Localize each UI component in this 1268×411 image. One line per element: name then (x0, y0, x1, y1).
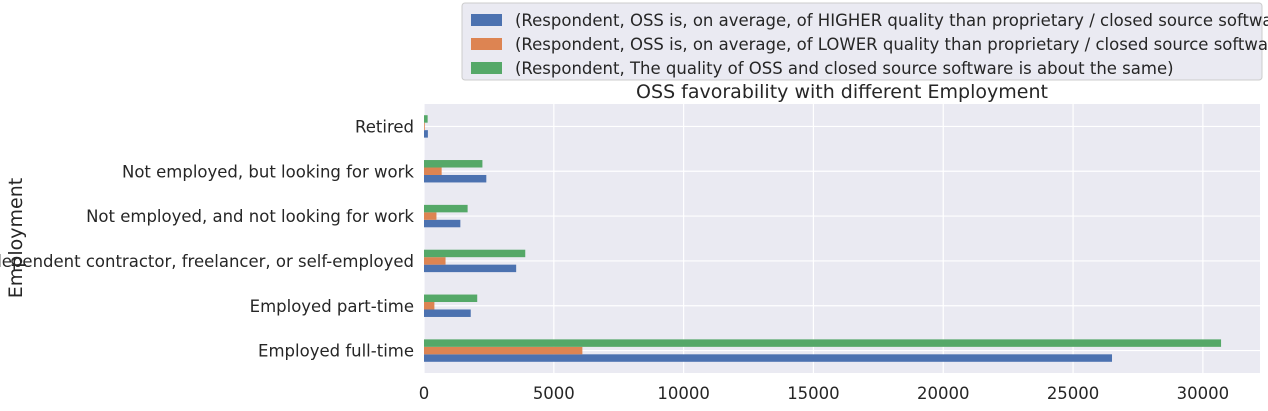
bar (424, 167, 442, 175)
bar (424, 160, 483, 168)
x-tick-label: 5000 (533, 384, 575, 403)
bar (424, 219, 461, 228)
bar (424, 264, 517, 273)
bar (424, 354, 1113, 362)
legend-label: (Respondent, The quality of OSS and clos… (515, 59, 1174, 78)
bar (424, 212, 437, 220)
plot-background (424, 104, 1260, 373)
bar (424, 257, 446, 265)
bar (424, 309, 471, 317)
bar (424, 204, 468, 213)
y-tick-label: Employed part-time (250, 297, 414, 316)
y-tick-labels: Employed full-time Employed part-time Inde… (0, 117, 414, 360)
legend-swatch (471, 14, 502, 26)
y-tick-label: Not employed, and not looking for work (86, 207, 414, 226)
gridlines (423, 104, 1260, 373)
bar (424, 339, 1222, 347)
bar (424, 346, 583, 355)
y-tick-label: Independent contractor, freelancer, or s… (0, 252, 414, 271)
legend-label: (Respondent, OSS is, on average, of HIGH… (515, 11, 1268, 30)
x-tick-label: 15000 (787, 384, 840, 403)
x-tick-labels: 0 5000 10000 15000 20000 25000 30000 (419, 384, 1229, 403)
y-tick-label: Employed full-time (258, 342, 414, 361)
x-tick-label: 20000 (917, 384, 970, 403)
legend-swatch (471, 38, 502, 50)
x-tick-label: 25000 (1047, 384, 1100, 403)
x-tick-label: 10000 (657, 384, 710, 403)
y-tick-label: Not employed, but looking for work (122, 162, 414, 181)
legend-box (461, 2, 1263, 81)
bar (424, 130, 428, 138)
bar (424, 249, 526, 258)
bar (424, 294, 478, 303)
bar (424, 302, 435, 310)
x-tick-label: 0 (419, 384, 430, 403)
y-axis-label: Employment (5, 178, 27, 298)
bar (424, 122, 425, 131)
bar (424, 115, 428, 123)
y-tick-label: Retired (355, 117, 414, 136)
legend-swatch (471, 62, 502, 74)
chart-title: OSS favorability with different Employme… (636, 81, 1048, 103)
legend-label: (Respondent, OSS is, on average, of LOWE… (515, 35, 1268, 54)
bar (424, 174, 487, 183)
bars (424, 115, 1222, 362)
x-tick-label: 30000 (1177, 384, 1230, 403)
legend: (Respondent, OSS is, on average, of HIGH… (461, 2, 1268, 81)
